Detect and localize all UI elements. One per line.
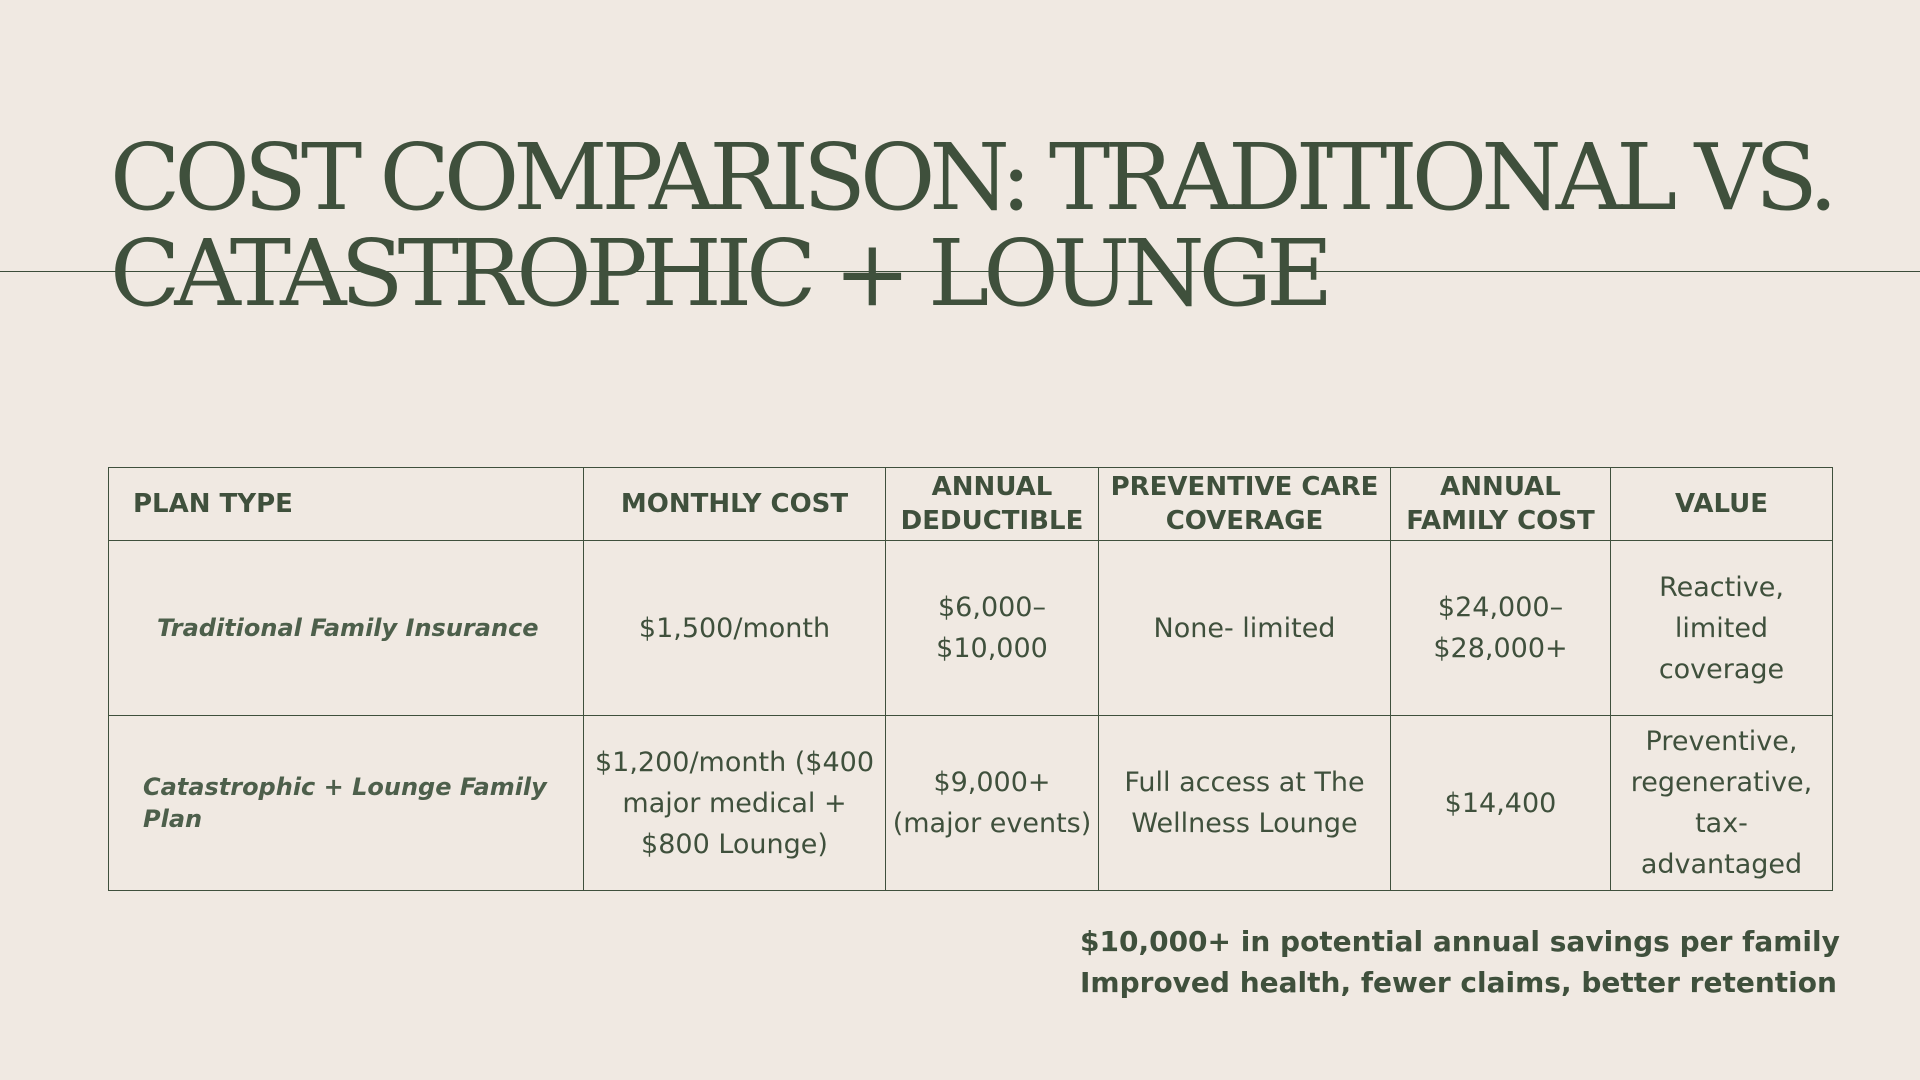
monthly-cost-cell: $1,500/month (583, 540, 886, 716)
plan-type-cell: Traditional Family Insurance (108, 540, 584, 716)
slide-title-line-2: CATASTROPHIC + LOUNGE (110, 220, 1333, 327)
header-value: VALUE (1610, 467, 1833, 541)
slide-title-line-1: COST COMPARISON: TRADITIONAL VS. (110, 124, 1838, 231)
monthly-cost-cell: $1,200/month ($400 major medical + $800 … (583, 715, 886, 891)
plan-type-cell: Catastrophic + Lounge Family Plan (108, 715, 584, 891)
table-header-row: PLAN TYPE MONTHLY COST ANNUAL DEDUCTIBLE… (108, 467, 1833, 541)
savings-summary-line-2: Improved health, fewer claims, better re… (1080, 966, 1837, 999)
savings-summary: $10,000+ in potential annual savings per… (1080, 921, 1900, 1003)
header-preventive-care-coverage: PREVENTIVE CARE COVERAGE (1098, 467, 1391, 541)
annual-deductible-cell: $9,000+ (major events) (885, 715, 1099, 891)
annual-deductible-cell: $6,000–$10,000 (885, 540, 1099, 716)
value-cell: Reactive, limited coverage (1610, 540, 1833, 716)
table-row: Catastrophic + Lounge Family Plan $1,200… (108, 715, 1833, 891)
slide-title: COST COMPARISON: TRADITIONAL VS. CATASTR… (110, 124, 1838, 327)
title-divider-line (0, 271, 1920, 272)
value-cell: Preventive, regenerative, tax-advantaged (1610, 715, 1833, 891)
preventive-care-cell: None- limited (1098, 540, 1391, 716)
header-plan-type: PLAN TYPE (108, 467, 584, 541)
savings-summary-line-1: $10,000+ in potential annual savings per… (1080, 925, 1840, 958)
header-annual-deductible: ANNUAL DEDUCTIBLE (885, 467, 1099, 541)
preventive-care-cell: Full access at The Wellness Lounge (1098, 715, 1391, 891)
cost-comparison-table: PLAN TYPE MONTHLY COST ANNUAL DEDUCTIBLE… (108, 467, 1833, 891)
table-row: Traditional Family Insurance $1,500/mont… (108, 540, 1833, 716)
annual-family-cost-cell: $24,000–$28,000+ (1390, 540, 1611, 716)
header-annual-family-cost: ANNUAL FAMILY COST (1390, 467, 1611, 541)
annual-family-cost-cell: $14,400 (1390, 715, 1611, 891)
header-monthly-cost: MONTHLY COST (583, 467, 886, 541)
